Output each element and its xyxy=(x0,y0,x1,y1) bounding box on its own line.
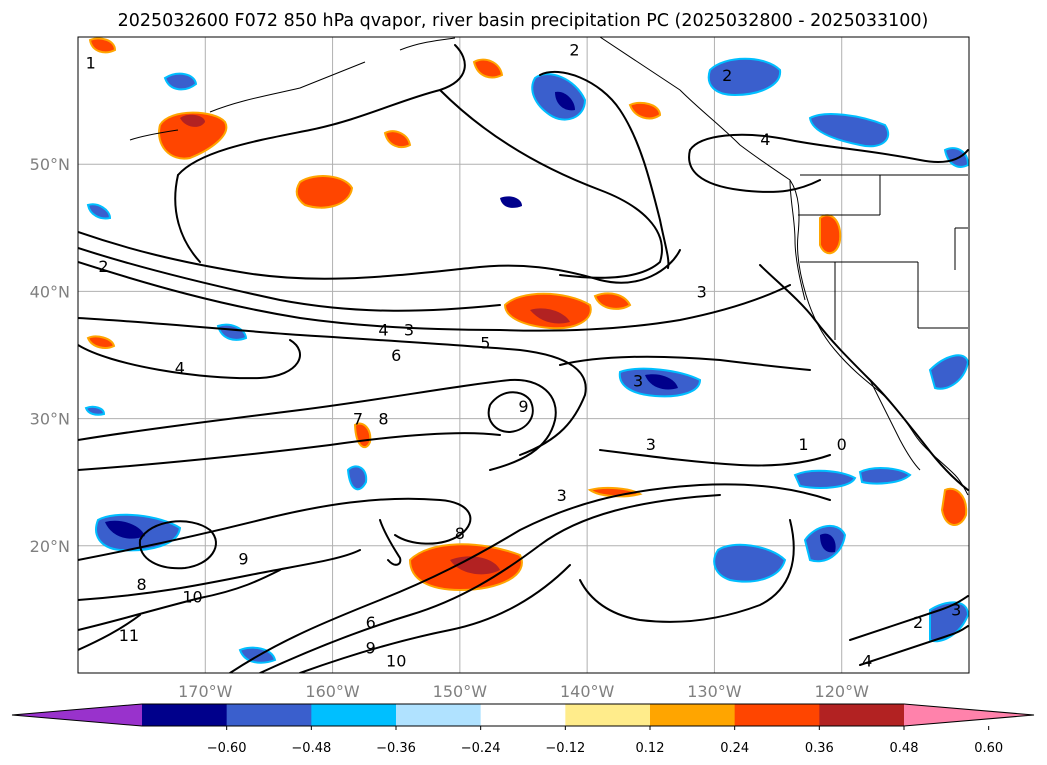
negative-anomaly-patches xyxy=(84,57,969,664)
colorbar-segment xyxy=(650,704,736,726)
lon-tick-label: 140°W xyxy=(560,682,615,701)
longitude-tick-labels: 170°W 160°W 150°W 140°W 130°W 120°W xyxy=(178,682,869,701)
contour-label: 9 xyxy=(366,639,376,658)
contour-label: 4 xyxy=(862,651,872,670)
contour-label: 3 xyxy=(951,600,961,619)
colorbar-tick-label: 0.24 xyxy=(720,741,749,756)
colorbar-tick-label: −0.36 xyxy=(376,741,416,756)
colorbar-tick-label: −0.60 xyxy=(207,741,247,756)
contour-label: 4 xyxy=(175,359,185,378)
lat-tick-label: 40°N xyxy=(30,282,70,301)
coastlines xyxy=(129,37,969,496)
contour-label: 3 xyxy=(633,371,643,390)
contour-label: 8 xyxy=(455,524,465,543)
contour-label: 11 xyxy=(119,626,139,645)
colorbar-segment xyxy=(734,704,820,726)
colorbar-segment xyxy=(142,704,228,726)
contour-label: 8 xyxy=(378,410,388,429)
contour-label: 3 xyxy=(557,486,567,505)
contour-label: 8 xyxy=(137,575,147,594)
lon-tick-label: 160°W xyxy=(305,682,360,701)
colorbar-extend-high xyxy=(904,704,1034,726)
colorbar-tick-label: −0.24 xyxy=(461,741,501,756)
contour-label: 6 xyxy=(366,613,376,632)
lon-tick-label: 150°W xyxy=(433,682,488,701)
contour-label: 10 xyxy=(182,588,202,607)
colorbar-segment xyxy=(311,704,397,726)
contour-label: 7 xyxy=(353,410,363,429)
contour-label: 1 xyxy=(798,435,808,454)
colorbar-tick-label: −0.12 xyxy=(545,741,585,756)
contour-label: 5 xyxy=(480,333,490,352)
colorbar-tick-label: 0.36 xyxy=(805,741,834,756)
map-frame xyxy=(77,36,970,674)
colorbar-outline xyxy=(11,703,1035,727)
contour-label: 4 xyxy=(760,130,770,149)
contour-label: 10 xyxy=(386,651,406,670)
lon-tick-label: 130°W xyxy=(687,682,742,701)
latitude-tick-labels: 20°N 30°N 40°N 50°N xyxy=(30,155,70,556)
colorbar-segment xyxy=(396,704,482,726)
colorbar-tick-label: −0.48 xyxy=(291,741,331,756)
contour-label: 3 xyxy=(697,282,707,301)
contour-label: 3 xyxy=(404,321,414,340)
map-background xyxy=(78,37,969,673)
colorbar-tick-label: 0.60 xyxy=(974,741,1003,756)
precip-pc-shading xyxy=(84,37,969,664)
colorbar-segment xyxy=(480,704,566,726)
lon-tick-label: 120°W xyxy=(815,682,870,701)
colorbar-extend-low xyxy=(12,704,142,726)
colorbar-segment xyxy=(565,704,651,726)
contour-label: 4 xyxy=(378,321,388,340)
contour-label: 9 xyxy=(238,550,248,569)
lat-tick-label: 20°N xyxy=(30,537,70,556)
contour-label: 2 xyxy=(569,41,579,60)
contour-label: 3 xyxy=(646,435,656,454)
colorbar xyxy=(11,703,1035,727)
colorbar-segment xyxy=(226,704,312,726)
lat-tick-label: 50°N xyxy=(30,155,70,174)
contour-label: 0 xyxy=(837,435,847,454)
contour-label: 2 xyxy=(913,613,923,632)
lat-tick-label: 30°N xyxy=(30,410,70,429)
contour-label: 2 xyxy=(98,257,108,276)
colorbar-tick-label: 0.48 xyxy=(890,741,919,756)
positive-anomaly-patches xyxy=(86,37,968,592)
contour-label: 6 xyxy=(391,346,401,365)
contour-label: 1 xyxy=(86,53,96,72)
contour-label: 9 xyxy=(518,397,528,416)
figure-title: 2025032600 F072 850 hPa qvapor, river ba… xyxy=(118,11,929,31)
colorbar-segment xyxy=(819,704,905,726)
lon-tick-label: 170°W xyxy=(178,682,233,701)
contour-label: 2 xyxy=(722,66,732,85)
colorbar-tick-label: 0.12 xyxy=(636,741,665,756)
colorbar-tick-labels: −0.60 −0.48 −0.36 −0.24 −0.12 0.12 0.24 0.36 0.4… xyxy=(207,726,1003,756)
qvapor-contours xyxy=(78,44,969,673)
